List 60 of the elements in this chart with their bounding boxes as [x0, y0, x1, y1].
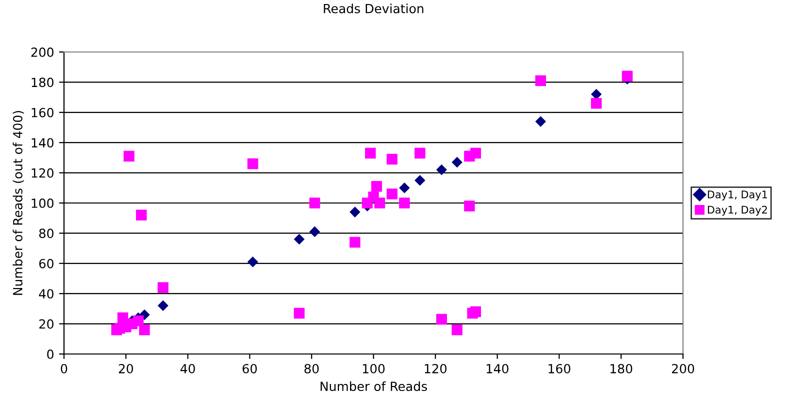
point — [350, 206, 360, 218]
x-tick-label: 0 — [60, 364, 68, 374]
y-tick-label: 40 — [38, 289, 54, 299]
point — [399, 198, 410, 208]
x-tick-label: 20 — [118, 364, 134, 374]
point — [535, 75, 546, 86]
y-tick-label: 160 — [32, 108, 54, 118]
point — [309, 198, 320, 208]
point — [158, 300, 168, 312]
y-tick-label: 60 — [39, 258, 54, 268]
point — [436, 164, 447, 176]
y-tick-label: 80 — [39, 228, 54, 238]
point — [158, 282, 168, 293]
point — [309, 226, 320, 238]
x-tick-label: 160 — [548, 364, 570, 374]
point — [386, 188, 398, 200]
point — [386, 154, 398, 165]
x-tick-label: 80 — [304, 364, 319, 374]
x-tick-label: 200 — [672, 364, 694, 374]
x-tick-label: 140 — [486, 364, 508, 374]
x-axis-title: Number of Reads — [320, 381, 427, 392]
legend-label: Day1, Day2 — [708, 206, 767, 216]
point — [452, 324, 462, 336]
point — [436, 314, 447, 325]
y-tick-label: 180 — [32, 78, 54, 88]
point — [365, 148, 376, 159]
y-tick-label: 100 — [32, 198, 54, 208]
point — [535, 116, 546, 127]
point — [124, 150, 134, 162]
point — [247, 256, 258, 268]
x-tick-label: 180 — [610, 364, 632, 374]
point — [470, 306, 482, 318]
x-tick-label: 120 — [424, 364, 446, 374]
y-tick-label: 200 — [31, 47, 54, 57]
point — [464, 200, 475, 212]
point — [622, 70, 633, 82]
point — [247, 158, 258, 170]
y-tick-label: 0 — [47, 349, 54, 359]
point — [350, 236, 360, 248]
x-tick-label: 100 — [362, 364, 385, 374]
y-tick-label: 20 — [39, 319, 54, 329]
x-tick-label: 40 — [180, 364, 195, 374]
point — [399, 182, 410, 194]
y-tick-label: 120 — [32, 168, 54, 178]
legend-label: Day1, Day1 — [708, 190, 767, 200]
y-tick-label: 140 — [32, 138, 54, 148]
point — [294, 234, 305, 245]
point — [374, 198, 386, 208]
point — [371, 181, 382, 192]
point — [470, 148, 482, 159]
chart-title: Reads Deviation — [324, 4, 424, 14]
point — [136, 210, 147, 220]
y-axis-title: Number of Reads (out of 400) — [12, 110, 24, 295]
x-tick-label: 60 — [242, 364, 257, 374]
point — [590, 98, 602, 109]
point — [414, 148, 426, 159]
point — [139, 324, 150, 336]
point — [414, 174, 426, 186]
point — [294, 308, 305, 319]
point — [452, 156, 462, 168]
